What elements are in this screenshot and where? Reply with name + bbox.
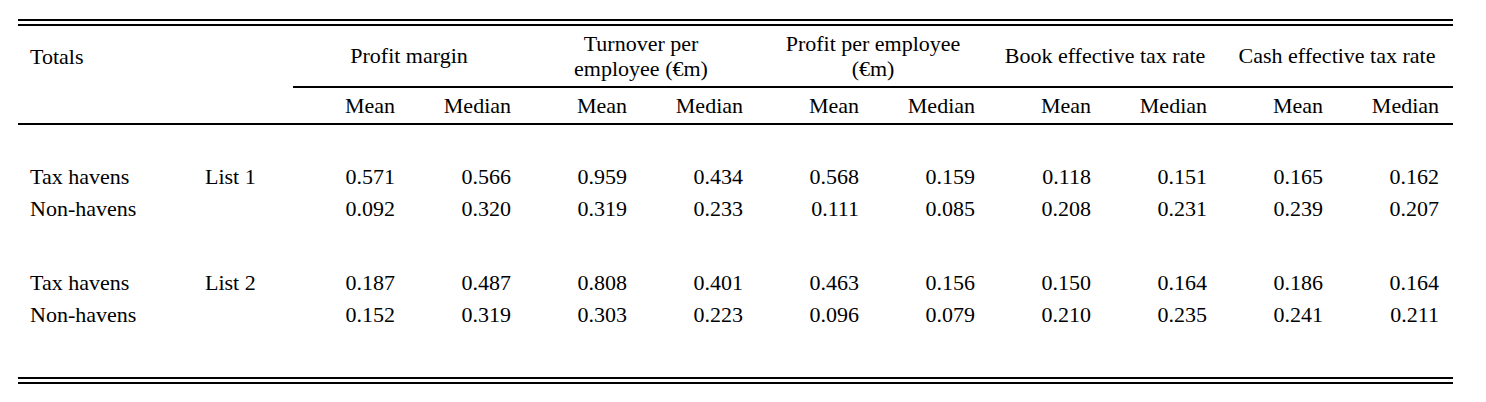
- subheader-row: Mean Median Mean Median Mean Median Mean…: [18, 88, 1453, 125]
- cell-value: 0.085: [873, 193, 989, 225]
- row-label: Non-havens: [18, 299, 193, 331]
- cell-value: 0.303: [525, 299, 641, 331]
- cell-value: 0.235: [1105, 299, 1221, 331]
- cell-value: 0.401: [641, 267, 757, 299]
- subheader-mean: Mean: [525, 88, 641, 125]
- group-header-turnover-per-employee: Turnover per employee (€m): [525, 26, 757, 88]
- cell-value: 0.152: [293, 299, 409, 331]
- list-label: [193, 193, 293, 225]
- cell-value: 0.568: [757, 161, 873, 193]
- table-row-tax-havens-list2: Tax havens List 2 0.187 0.487 0.808 0.40…: [18, 267, 1453, 299]
- spacer-row: [18, 331, 1453, 377]
- group-header-profit-per-employee: Profit per employee (€m): [757, 26, 989, 88]
- subheader-median: Median: [641, 88, 757, 125]
- cell-value: 0.808: [525, 267, 641, 299]
- group-header-cash-effective-tax-rate: Cash effective tax rate: [1221, 26, 1453, 88]
- cell-value: 0.096: [757, 299, 873, 331]
- row-label: Tax havens: [18, 267, 193, 299]
- subheader-spacer: [18, 88, 293, 125]
- cell-value: 0.118: [989, 161, 1105, 193]
- table-title: Totals: [18, 26, 293, 88]
- cell-value: 0.239: [1221, 193, 1337, 225]
- cell-value: 0.320: [409, 193, 525, 225]
- cell-value: 0.223: [641, 299, 757, 331]
- cell-value: 0.487: [409, 267, 525, 299]
- cell-value: 0.207: [1337, 193, 1453, 225]
- spacer-row: [18, 125, 1453, 161]
- cell-value: 0.164: [1105, 267, 1221, 299]
- subheader-median: Median: [1337, 88, 1453, 125]
- cell-value: 0.165: [1221, 161, 1337, 193]
- cell-value: 0.241: [1221, 299, 1337, 331]
- cell-value: 0.156: [873, 267, 989, 299]
- cell-value: 0.092: [293, 193, 409, 225]
- cell-value: 0.211: [1337, 299, 1453, 331]
- cell-value: 0.319: [409, 299, 525, 331]
- cell-value: 0.111: [757, 193, 873, 225]
- cell-value: 0.233: [641, 193, 757, 225]
- cell-value: 0.079: [873, 299, 989, 331]
- cell-value: 0.959: [525, 161, 641, 193]
- cell-value: 0.463: [757, 267, 873, 299]
- totals-summary-table: Totals Profit margin Turnover per employ…: [18, 19, 1453, 384]
- spacer-row: [18, 225, 1453, 267]
- cell-value: 0.150: [989, 267, 1105, 299]
- cell-value: 0.571: [293, 161, 409, 193]
- subheader-mean: Mean: [989, 88, 1105, 125]
- cell-value: 0.187: [293, 267, 409, 299]
- table-row-non-havens-list1: Non-havens 0.092 0.320 0.319 0.233 0.111…: [18, 193, 1453, 225]
- subheader-mean: Mean: [757, 88, 873, 125]
- list-label: List 2: [193, 267, 293, 299]
- cell-value: 0.151: [1105, 161, 1221, 193]
- list-label: List 1: [193, 161, 293, 193]
- row-label: Non-havens: [18, 193, 193, 225]
- subheader-mean: Mean: [1221, 88, 1337, 125]
- subheader-mean: Mean: [293, 88, 409, 125]
- subheader-median: Median: [1105, 88, 1221, 125]
- cell-value: 0.164: [1337, 267, 1453, 299]
- cell-value: 0.159: [873, 161, 989, 193]
- table-row-non-havens-list2: Non-havens 0.152 0.319 0.303 0.223 0.096…: [18, 299, 1453, 331]
- cell-value: 0.319: [525, 193, 641, 225]
- cell-value: 0.210: [989, 299, 1105, 331]
- table-row-tax-havens-list1: Tax havens List 1 0.571 0.566 0.959 0.43…: [18, 161, 1453, 193]
- subheader-median: Median: [873, 88, 989, 125]
- cell-value: 0.566: [409, 161, 525, 193]
- list-label: [193, 299, 293, 331]
- cell-value: 0.434: [641, 161, 757, 193]
- group-header-row: Totals Profit margin Turnover per employ…: [18, 26, 1453, 88]
- cell-value: 0.231: [1105, 193, 1221, 225]
- row-label: Tax havens: [18, 161, 193, 193]
- group-header-profit-margin: Profit margin: [293, 26, 525, 88]
- subheader-median: Median: [409, 88, 525, 125]
- cell-value: 0.208: [989, 193, 1105, 225]
- cell-value: 0.162: [1337, 161, 1453, 193]
- group-header-book-effective-tax-rate: Book effective tax rate: [989, 26, 1221, 88]
- cell-value: 0.186: [1221, 267, 1337, 299]
